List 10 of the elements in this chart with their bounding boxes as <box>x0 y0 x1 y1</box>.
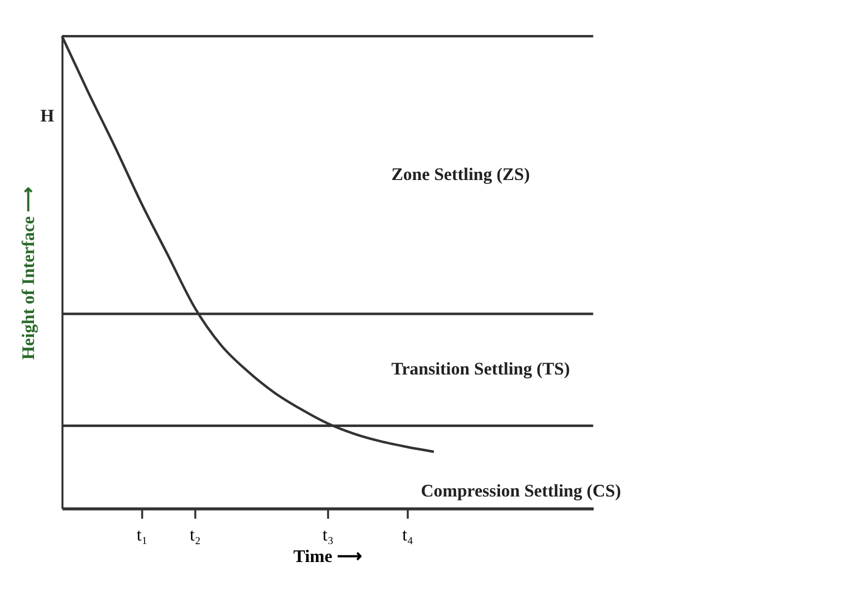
x-axis-title: Time ⟶ <box>293 546 363 566</box>
annotation: Compression Settling (CS) <box>420 480 622 501</box>
x-tick-label: t₂ <box>190 524 201 544</box>
x-tick-label: t₁ <box>136 524 148 544</box>
text: H <box>40 105 54 126</box>
annotation: Zone Settling (ZS) <box>391 164 530 184</box>
x-tick-label: t₃ <box>322 524 334 544</box>
y-axis-title: Height of Interface ⟶ <box>18 186 38 360</box>
x-tick-label: t₄ <box>402 524 414 544</box>
annotation: Transition Settling (TS) <box>391 358 570 379</box>
